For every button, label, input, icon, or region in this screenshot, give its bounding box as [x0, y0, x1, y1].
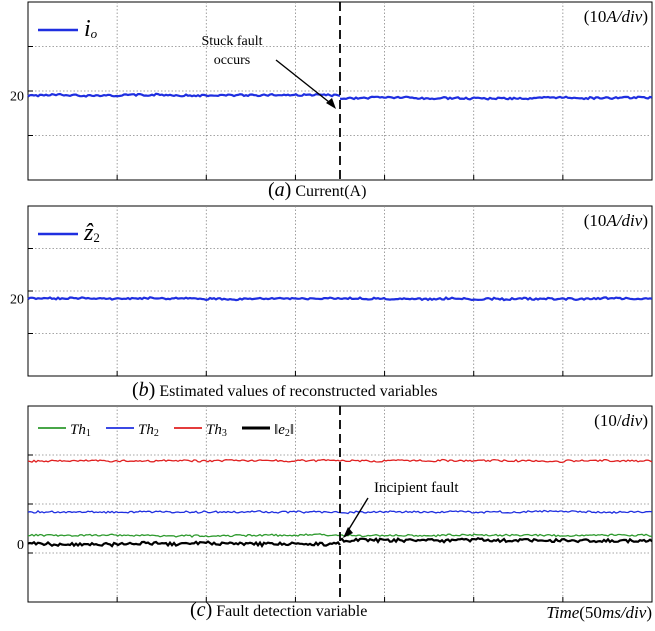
panel-a: 20 (10A/div) io Stuck fault occurs (a) Curren… [10, 1, 653, 201]
series-line [27, 92, 341, 98]
series-line-e2 [27, 540, 341, 548]
panel-b: 20 (10A/div) ẑ2 (b) Estimated values of rec… [10, 205, 653, 401]
annotation-text: Stuck fault [201, 34, 262, 49]
annotation-text: occurs [214, 53, 251, 68]
legend-label: Th2 [138, 422, 159, 439]
scale-label: (10A/div) [584, 211, 648, 230]
series-line-th3 [27, 458, 653, 464]
series-line-e2 [339, 536, 653, 544]
series-line [339, 95, 653, 101]
series-line [27, 296, 653, 302]
legend-label: ‖e2‖ [274, 422, 294, 439]
legend-label: ẑ2 [83, 220, 100, 246]
annotation-arrowhead [343, 527, 353, 538]
scale-label: (10/div) [594, 411, 648, 430]
y-tick-label: 20 [10, 293, 24, 308]
x-axis-label: Time(50ms/div) [546, 603, 652, 622]
legend-label: Th3 [206, 422, 227, 439]
panel-caption: (a) Current(A) [268, 179, 366, 201]
scale-label: (10A/div) [584, 7, 648, 26]
panel-caption: (c) Fault detection variable [190, 599, 367, 621]
y-tick-label: 0 [17, 538, 24, 553]
legend-label: io [84, 16, 98, 42]
panel-c: 0 (10/div) Th1 Th2 Th3 ‖e2‖ Incipient fault (c)… [17, 405, 653, 622]
legend-label: Th1 [70, 422, 91, 439]
annotation-text: Incipient fault [374, 480, 459, 496]
annotation-arrow [275, 59, 335, 107]
panel-caption: (b) Estimated values of reconstructed va… [132, 379, 437, 401]
y-tick-label: 20 [10, 89, 24, 104]
annotation-arrowhead [326, 98, 336, 109]
annotation-arrow [345, 497, 369, 535]
